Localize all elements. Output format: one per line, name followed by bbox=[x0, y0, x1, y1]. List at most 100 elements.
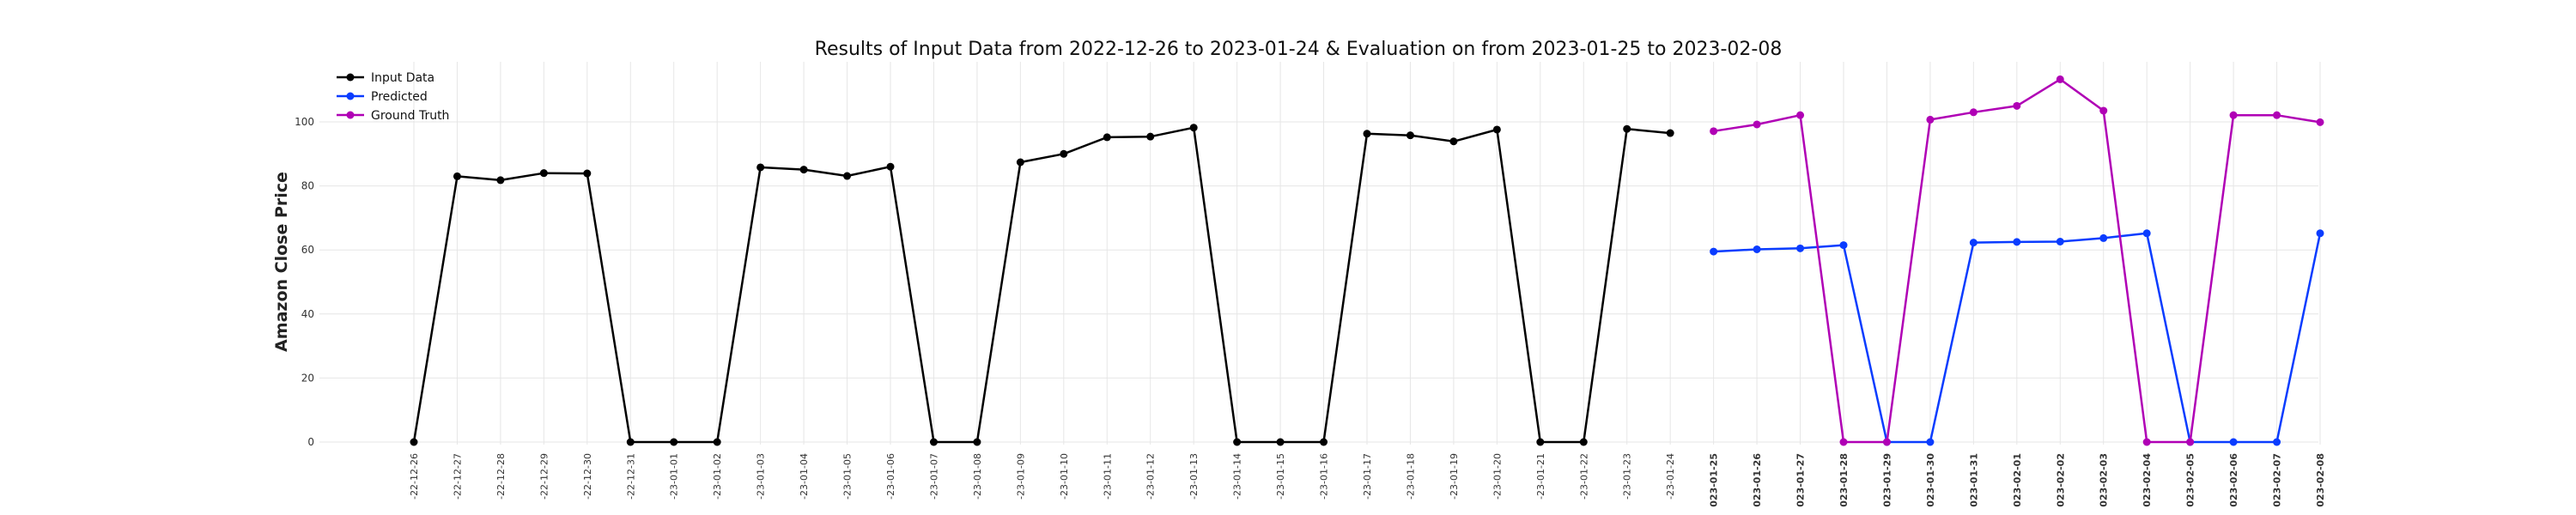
x-tick-label: -23-01-16 bbox=[1319, 453, 1330, 500]
y-tick-label: 60 bbox=[301, 244, 314, 256]
data-point bbox=[886, 162, 895, 171]
x-tick-label: 023-02-06 bbox=[2228, 453, 2239, 507]
data-point bbox=[1882, 438, 1891, 446]
series-predicted bbox=[1710, 229, 2324, 446]
data-point bbox=[843, 172, 852, 180]
x-tick-label: -23-01-15 bbox=[1275, 453, 1286, 500]
x-tick-label: 023-02-08 bbox=[2315, 453, 2326, 507]
x-tick-label: 023-01-30 bbox=[1925, 453, 1936, 507]
data-point bbox=[1753, 245, 1761, 253]
data-point bbox=[2013, 101, 2021, 110]
data-point bbox=[1016, 158, 1024, 167]
x-tick-label: -23-01-13 bbox=[1188, 453, 1200, 500]
y-tick-label: 40 bbox=[301, 308, 314, 320]
x-tick-label: -23-01-18 bbox=[1405, 453, 1416, 500]
y-tick-label: 20 bbox=[301, 372, 314, 384]
x-tick-label: 023-02-03 bbox=[2099, 453, 2110, 507]
data-point bbox=[1623, 124, 1631, 133]
data-point bbox=[1492, 125, 1501, 134]
x-tick-label: -23-01-14 bbox=[1232, 453, 1243, 500]
data-point bbox=[1926, 438, 1935, 446]
data-point bbox=[539, 169, 548, 178]
data-point bbox=[1796, 111, 1805, 119]
data-point bbox=[1753, 120, 1761, 129]
x-tick-label: -23-01-17 bbox=[1362, 453, 1373, 500]
data-point bbox=[2229, 438, 2238, 446]
x-tick-label: 023-01-29 bbox=[1881, 453, 1893, 507]
x-tick-label: 023-01-27 bbox=[1795, 453, 1807, 507]
data-point bbox=[973, 438, 981, 446]
y-axis-label: Amazon Close Price bbox=[272, 172, 291, 352]
data-point bbox=[1320, 438, 1328, 446]
series bbox=[410, 75, 2324, 446]
data-point bbox=[626, 438, 635, 446]
data-point bbox=[1536, 438, 1545, 446]
y-tick-label: 0 bbox=[307, 436, 314, 448]
legend-marker-predicted bbox=[346, 92, 355, 100]
x-tick-label: -23-01-09 bbox=[1015, 453, 1026, 500]
data-point bbox=[713, 438, 721, 446]
x-tick-label: -23-01-07 bbox=[928, 453, 939, 500]
x-tick-label: 023-01-25 bbox=[1709, 453, 1720, 507]
x-tick-label: 023-02-04 bbox=[2142, 453, 2153, 507]
x-tick-label: -23-01-22 bbox=[1578, 453, 1589, 500]
x-tick-label: -22-12-28 bbox=[495, 453, 507, 500]
data-point bbox=[1060, 149, 1068, 158]
x-tick-label: 023-02-05 bbox=[2185, 453, 2196, 507]
series-line-input-data bbox=[412, 126, 1671, 444]
x-tick-label: -23-01-23 bbox=[1622, 453, 1633, 500]
x-tick-label: -22-12-26 bbox=[409, 453, 420, 500]
data-point bbox=[2316, 118, 2324, 126]
x-tick-label: 023-02-07 bbox=[2272, 453, 2283, 507]
data-point bbox=[1579, 438, 1588, 446]
x-tick-label: -23-01-12 bbox=[1145, 453, 1157, 500]
data-point bbox=[1710, 127, 1718, 136]
data-point bbox=[1839, 241, 1848, 250]
x-tick-label: -22-12-30 bbox=[582, 453, 593, 500]
legend: Input Data Predicted Ground Truth bbox=[337, 71, 449, 123]
x-tick-label: -23-01-04 bbox=[799, 453, 810, 500]
legend-label-predicted: Predicted bbox=[371, 90, 428, 104]
data-point bbox=[1233, 438, 1242, 446]
data-point bbox=[1796, 244, 1805, 252]
data-point bbox=[496, 176, 505, 185]
data-point bbox=[2273, 438, 2281, 446]
data-point bbox=[1406, 131, 1414, 140]
data-point bbox=[453, 172, 461, 180]
data-point bbox=[1666, 129, 1674, 137]
y-axis-ticks: 0 20 40 60 80 100 bbox=[295, 116, 314, 448]
data-point bbox=[1969, 239, 1978, 247]
data-point bbox=[1363, 130, 1371, 138]
series-input-data bbox=[410, 124, 1674, 446]
x-tick-label: -22-12-29 bbox=[538, 453, 550, 500]
data-point bbox=[2056, 75, 2064, 83]
data-point bbox=[670, 438, 678, 446]
legend-item-predicted: Predicted bbox=[337, 90, 428, 104]
x-tick-label: -23-01-10 bbox=[1059, 453, 1070, 500]
data-point bbox=[799, 166, 808, 174]
x-tick-label: -23-01-11 bbox=[1102, 453, 1113, 500]
x-tick-label: -23-01-08 bbox=[972, 453, 983, 500]
data-point bbox=[1449, 137, 1458, 146]
x-tick-label: -22-12-27 bbox=[452, 453, 463, 500]
x-tick-label: -23-01-20 bbox=[1492, 453, 1503, 500]
x-tick-label: -22-12-31 bbox=[625, 453, 636, 500]
x-axis-ticks: -22-12-26 -22-12-27 -22-12-28 -22-12-29 -22-… bbox=[409, 453, 2326, 507]
data-point bbox=[2099, 233, 2108, 242]
x-tick-label: -23-01-19 bbox=[1449, 453, 1460, 500]
x-tick-label: -23-01-24 bbox=[1665, 453, 1676, 500]
data-point bbox=[583, 169, 592, 178]
x-tick-label: -23-01-05 bbox=[842, 453, 854, 500]
x-tick-label: 023-01-28 bbox=[1838, 453, 1850, 507]
grid bbox=[319, 62, 2321, 445]
chart-title: Results of Input Data from 2022-12-26 to… bbox=[815, 39, 1783, 60]
data-point bbox=[1969, 108, 1978, 117]
data-point bbox=[2056, 238, 2064, 246]
data-point bbox=[2013, 238, 2021, 246]
data-point bbox=[2229, 111, 2238, 119]
x-tick-label: -23-01-06 bbox=[885, 453, 896, 500]
data-point bbox=[2316, 229, 2324, 238]
data-point bbox=[2273, 111, 2281, 119]
legend-item-ground-truth: Ground Truth bbox=[337, 109, 449, 123]
